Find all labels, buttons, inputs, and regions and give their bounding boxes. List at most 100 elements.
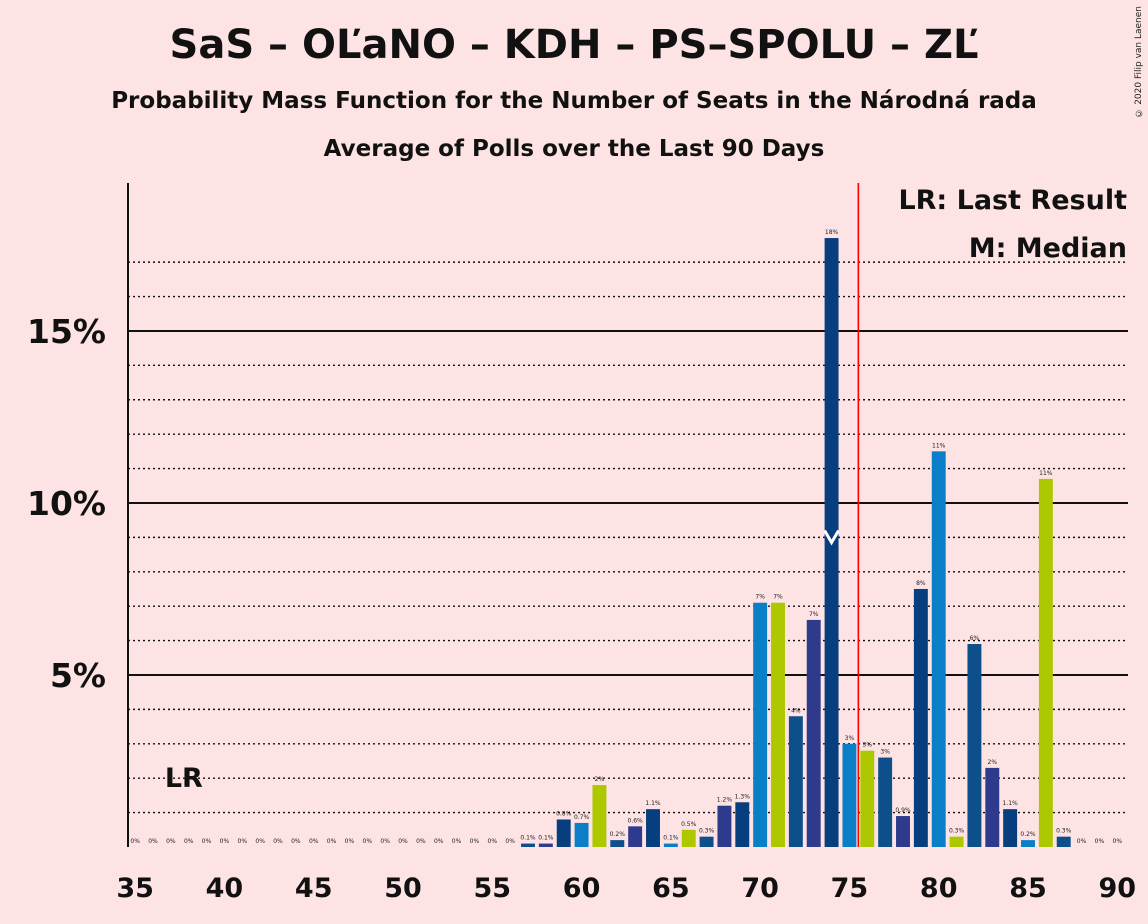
- bar-seats-75: [842, 743, 857, 847]
- data-label-seats-74: 18%: [825, 229, 839, 236]
- x-tick-label-35: 35: [116, 873, 154, 904]
- data-label-seats-37: 0%: [166, 838, 176, 845]
- x-tick-label-50: 50: [384, 873, 422, 904]
- x-tick-label-75: 75: [831, 873, 869, 904]
- bar-seats-71: [771, 602, 785, 847]
- data-label-seats-57: 0.1%: [520, 835, 536, 842]
- bar-seats-78: [896, 816, 910, 847]
- bar-seats-84: [1003, 809, 1018, 847]
- bars-group: [521, 183, 1071, 847]
- bar-seats-63: [628, 826, 643, 847]
- data-label-seats-54: 0%: [470, 838, 480, 845]
- bar-seats-68: [717, 805, 732, 847]
- bar-seats-60: [574, 822, 589, 847]
- data-label-seats-46: 0%: [327, 838, 337, 845]
- data-label-seats-59: 0.8%: [556, 810, 572, 817]
- data-label-seats-52: 0%: [434, 838, 444, 845]
- data-label-seats-90: 0%: [1113, 838, 1123, 845]
- x-tick-label-90: 90: [1098, 873, 1136, 904]
- data-label-seats-68: 1.2%: [717, 797, 733, 804]
- y-tick-label-15: 15%: [27, 312, 106, 351]
- data-label-seats-85: 0.2%: [1020, 831, 1036, 838]
- data-label-seats-53: 0%: [452, 838, 462, 845]
- axes-group: 5% 10% 15% 35 40 45 50 55 60 65 70 75 80 85 90: [27, 183, 1136, 904]
- bar-seats-77: [878, 757, 893, 847]
- bar-seats-61: [592, 785, 607, 847]
- bar-seats-86: [1038, 478, 1053, 847]
- bar-seats-81: [949, 836, 964, 847]
- data-label-seats-43: 0%: [273, 838, 283, 845]
- data-label-seats-77: 3%: [880, 749, 890, 756]
- bar-seats-80: [931, 451, 946, 847]
- data-label-seats-65: 0.1%: [663, 835, 679, 842]
- data-label-seats-58: 0.1%: [538, 835, 554, 842]
- data-label-seats-83: 2%: [988, 759, 998, 766]
- data-label-seats-48: 0%: [363, 838, 373, 845]
- bar-seats-79: [913, 588, 928, 847]
- bar-seats-82: [967, 644, 982, 847]
- data-label-seats-35: 0%: [130, 838, 140, 845]
- data-label-seats-75: 3%: [845, 735, 855, 742]
- data-label-seats-55: 0%: [488, 838, 498, 845]
- bar-seats-57: [521, 843, 535, 847]
- data-label-seats-39: 0%: [202, 838, 212, 845]
- data-label-seats-87: 0.3%: [1056, 828, 1072, 835]
- data-label-seats-38: 0%: [184, 838, 194, 845]
- bar-seats-73: [806, 619, 821, 847]
- bar-seats-72: [788, 716, 803, 847]
- data-label-seats-51: 0%: [416, 838, 426, 845]
- last-result-marker: LR: [165, 763, 203, 794]
- x-tick-label-40: 40: [206, 873, 244, 904]
- bar-seats-87: [1056, 836, 1071, 847]
- data-label-seats-44: 0%: [291, 838, 301, 845]
- bar-seats-83: [985, 767, 1000, 847]
- data-label-seats-60: 0.7%: [574, 814, 590, 821]
- bar-seats-67: [699, 836, 714, 847]
- bar-seats-85: [1021, 840, 1035, 847]
- x-tick-label-80: 80: [920, 873, 958, 904]
- data-label-seats-73: 7%: [809, 611, 819, 618]
- data-label-seats-72: 4%: [791, 707, 801, 714]
- chart-subtitle: Probability Mass Function for the Number…: [111, 88, 1037, 114]
- median-marker: [823, 529, 840, 546]
- chart-subtitle-2: Average of Polls over the Last 90 Days: [323, 136, 825, 162]
- data-label-seats-69: 1.3%: [735, 793, 751, 800]
- data-label-seats-64: 1.1%: [645, 800, 661, 807]
- grid-lines: [128, 261, 1128, 814]
- bar-seats-64: [646, 809, 660, 847]
- data-label-seats-79: 8%: [916, 580, 926, 587]
- data-label-seats-63: 0.6%: [628, 817, 644, 824]
- data-label-seats-62: 0.2%: [610, 831, 626, 838]
- data-label-seats-81: 0.3%: [949, 828, 965, 835]
- data-label-seats-40: 0%: [220, 838, 230, 845]
- data-label-seats-84: 1.1%: [1003, 800, 1019, 807]
- legend-last-result: LR: Last Result: [898, 185, 1127, 216]
- data-labels-group: 0% 0% 0% 0% 0% 0% 0% 0% 0% 0% 0% 0% 0% 0% 0% 0% 0% 0% 0% 0%…: [130, 229, 1122, 845]
- data-label-seats-88: 0%: [1077, 838, 1087, 845]
- data-label-seats-66: 0.5%: [681, 821, 697, 828]
- data-label-seats-49: 0%: [380, 838, 390, 845]
- bar-seats-62: [610, 840, 625, 847]
- data-label-seats-47: 0%: [345, 838, 355, 845]
- bar-seats-65: [663, 843, 678, 847]
- y-tick-label-10: 10%: [27, 484, 106, 523]
- x-tick-label-85: 85: [1009, 873, 1047, 904]
- legend-median: M: Median: [969, 233, 1127, 264]
- data-label-seats-36: 0%: [148, 838, 158, 845]
- data-label-seats-50: 0%: [398, 838, 408, 845]
- bar-seats-76: [860, 750, 875, 847]
- data-label-seats-82: 6%: [970, 635, 980, 642]
- x-tick-label-60: 60: [563, 873, 601, 904]
- bar-seats-69: [735, 802, 750, 847]
- data-label-seats-80: 11%: [932, 442, 946, 449]
- data-label-seats-67: 0.3%: [699, 828, 715, 835]
- data-label-seats-78: 0.9%: [895, 807, 911, 814]
- x-tick-label-45: 45: [295, 873, 333, 904]
- y-tick-label-5: 5%: [50, 656, 106, 695]
- data-label-seats-56: 0%: [505, 838, 515, 845]
- chart-title: SaS – OĽaNO – KDH – PS–SPOLU – ZĽ: [169, 22, 979, 68]
- data-label-seats-45: 0%: [309, 838, 319, 845]
- data-label-seats-86: 11%: [1039, 470, 1053, 477]
- data-label-seats-61: 2%: [595, 776, 605, 783]
